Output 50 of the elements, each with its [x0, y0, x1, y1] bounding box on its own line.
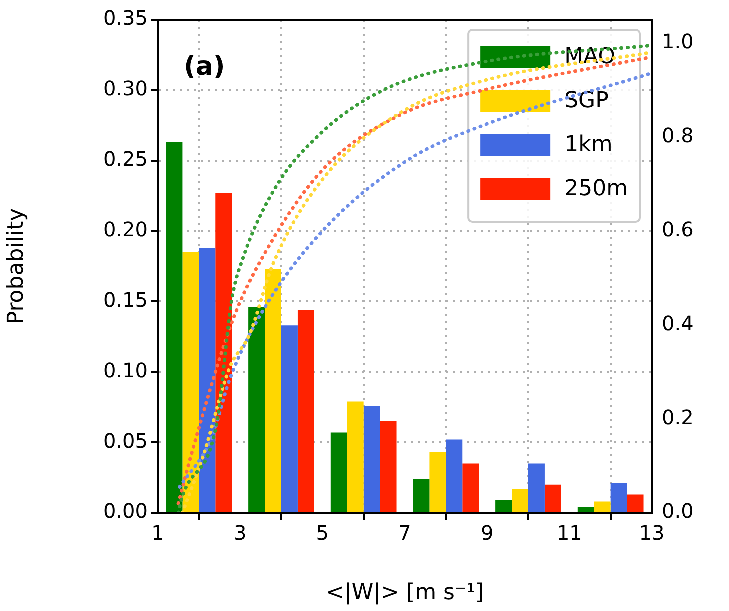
- x-tick-label: 3: [234, 521, 247, 546]
- bar: [182, 252, 200, 512]
- y-axis-title: Probability: [4, 208, 29, 325]
- bar: [330, 432, 348, 512]
- bar: [528, 464, 545, 512]
- y2-tick-label: 1.0: [662, 30, 694, 54]
- bar: [364, 406, 380, 512]
- x-tick-label: 9: [480, 521, 494, 546]
- y-tick-label: 0.30: [103, 76, 148, 101]
- bar: [347, 402, 364, 512]
- y-tick-label: 0.20: [103, 217, 148, 242]
- y-tick-label: 0.15: [103, 288, 148, 312]
- x-tick-label: 7: [398, 521, 412, 546]
- y-tick-label: 0.00: [103, 499, 148, 524]
- y2-tick-label: 0.2: [662, 405, 694, 430]
- bar: [166, 142, 183, 512]
- bar: [265, 269, 282, 512]
- legend-label: 250m: [564, 176, 628, 202]
- bar: [282, 326, 298, 512]
- y-tick-label: 0.10: [103, 358, 148, 382]
- bar: [446, 440, 463, 512]
- y-tick-label: 0.25: [103, 147, 148, 172]
- y-tick-label: 0.05: [103, 428, 148, 453]
- x-axis-title: <|W|> [m s⁻¹]: [326, 580, 484, 606]
- legend-label: 1km: [564, 132, 613, 158]
- bar: [544, 484, 562, 512]
- bar: [216, 193, 232, 512]
- bar: [462, 464, 480, 512]
- bar: [578, 507, 594, 512]
- y2-tick-label: 0.6: [662, 217, 694, 242]
- bar: [594, 502, 611, 512]
- bar: [413, 479, 430, 512]
- x-tick-label: 5: [316, 521, 330, 546]
- bar: [298, 310, 314, 512]
- y2-tick-label: 0.0: [662, 499, 694, 524]
- y2-tick-label: 0.4: [662, 311, 694, 336]
- bar: [248, 307, 266, 512]
- x-tick-label: 13: [639, 521, 665, 546]
- bar: [496, 500, 512, 512]
- annotation: (a): [184, 52, 226, 82]
- x-tick-label: 1: [152, 521, 164, 546]
- y-tick-label: 0.35: [103, 6, 148, 30]
- bar: [430, 452, 446, 512]
- bar: [610, 483, 628, 512]
- bar: [199, 248, 216, 512]
- y2-tick-label: 0.8: [662, 124, 694, 148]
- bar: [627, 494, 644, 512]
- bar: [380, 421, 397, 512]
- bar: [512, 489, 528, 512]
- x-tick-label: 11: [556, 521, 582, 546]
